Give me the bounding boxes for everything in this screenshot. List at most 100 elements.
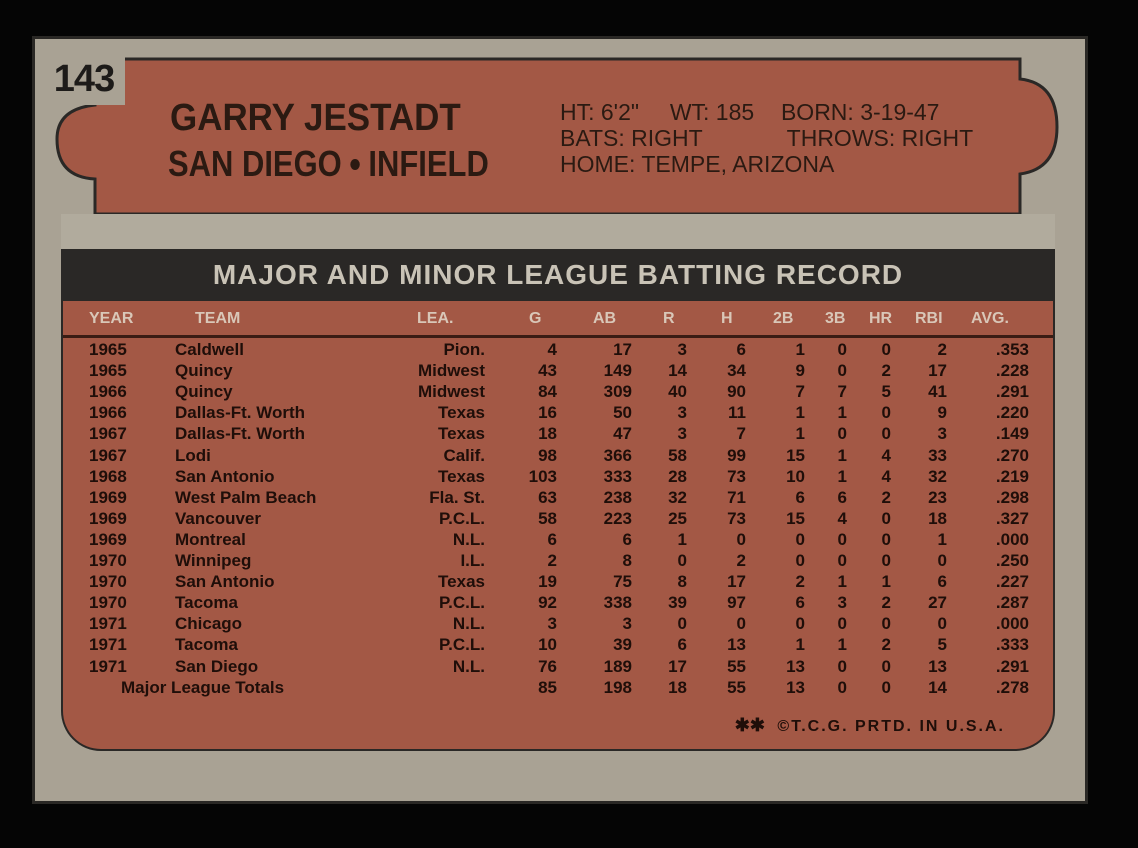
table-cell: .000 <box>995 614 1029 634</box>
table-cell: 1967 <box>89 424 127 444</box>
table-cell: 1971 <box>89 635 127 655</box>
table-cell: 55 <box>727 656 746 676</box>
table-cell: 3 <box>622 614 632 634</box>
table-cell: 18 <box>928 508 947 528</box>
table-cell: Chicago <box>175 614 243 634</box>
table-cell: 366 <box>603 445 632 465</box>
column-header: 3B <box>825 310 846 327</box>
totals-label: Major League Totals <box>121 677 285 697</box>
table-cell: 0 <box>881 656 891 676</box>
table-cell: 0 <box>881 551 891 570</box>
table-cell: .353 <box>995 340 1029 359</box>
column-header: AB <box>593 310 617 327</box>
table-cell: .287 <box>995 593 1029 613</box>
column-header: HR <box>869 310 893 327</box>
table-cell: 4 <box>547 340 557 359</box>
baseball-card-back: 143 GARRY JESTADT SAN DIEGO INFIELD HT: … <box>32 36 1088 804</box>
table-cell: Texas <box>438 403 485 423</box>
table-cell: 223 <box>603 508 632 528</box>
table-cell: Texas <box>438 424 485 444</box>
table-cell: Pion. <box>443 340 485 359</box>
table-cell: 47 <box>613 424 632 444</box>
table-cell: 63 <box>538 487 557 507</box>
table-cell: 1 <box>937 529 947 549</box>
table-cell: 32 <box>668 487 687 507</box>
table-cell: 0 <box>881 424 891 444</box>
table-cell: 1 <box>795 340 805 359</box>
table-cell: 17 <box>727 572 746 592</box>
table-cell: 2 <box>736 551 746 570</box>
table-cell: 25 <box>668 508 687 528</box>
bio-height: HT: 6'2" <box>560 99 640 125</box>
table-cell: 73 <box>727 466 746 486</box>
table-row: 1971 Tacoma P.C.L. 10 39 6 13 1 1 2 5 .333 <box>35 634 1085 655</box>
table-cell: Winnipeg <box>175 551 252 570</box>
table-cell: 4 <box>881 445 891 465</box>
table-cell: 43 <box>538 361 557 381</box>
table-row: 1967 Lodi Calif. 98 366 58 99 15 1 4 33 .270 <box>35 445 1085 466</box>
table-cell: West Palm Beach <box>175 487 317 507</box>
table-row: 1970 Winnipeg I.L. 2 8 0 2 0 0 0 0 .250 <box>35 550 1085 571</box>
table-cell: 58 <box>668 445 687 465</box>
table-cell: 1 <box>837 466 847 486</box>
table-cell: .219 <box>995 466 1029 486</box>
table-cell: 309 <box>603 382 632 402</box>
table-cell: 0 <box>677 551 687 570</box>
table-cell: 6 <box>677 635 687 655</box>
player-name: GARRY JESTADT <box>170 97 461 139</box>
table-cell: 55 <box>727 677 746 697</box>
table-cell: 0 <box>881 529 891 549</box>
table-cell: 58 <box>538 508 557 528</box>
header-banner <box>55 57 1059 216</box>
table-cell: 1967 <box>89 445 127 465</box>
table-cell: 39 <box>613 635 632 655</box>
column-header: R <box>663 310 675 327</box>
table-cell: .327 <box>995 508 1029 528</box>
table-cell: 0 <box>795 529 805 549</box>
table-cell: Dallas-Ft. Worth <box>175 403 306 423</box>
table-cell: 6 <box>622 529 632 549</box>
table-cell: 6 <box>837 487 847 507</box>
table-cell: 2 <box>881 487 891 507</box>
table-cell: 1970 <box>89 551 127 570</box>
table-row: 1969 Montreal N.L. 6 6 1 0 0 0 0 1 .000 <box>35 529 1085 550</box>
table-row: 1970 Tacoma P.C.L. 92 338 39 97 6 3 2 27 .287 <box>35 592 1085 613</box>
table-cell: 40 <box>668 382 687 402</box>
table-cell: 5 <box>937 635 947 655</box>
table-cell: 10 <box>786 466 805 486</box>
table-cell: 14 <box>928 677 947 697</box>
table-cell: .149 <box>995 424 1029 444</box>
table-cell: 0 <box>736 614 746 634</box>
table-cell: 1971 <box>89 656 127 676</box>
column-header: LEA. <box>417 310 454 327</box>
table-cell: 23 <box>928 487 947 507</box>
table-cell: .000 <box>995 529 1029 549</box>
table-cell: 99 <box>727 445 746 465</box>
table-cell: 1 <box>795 635 805 655</box>
table-cell: 50 <box>613 403 632 423</box>
table-cell: 189 <box>603 656 632 676</box>
table-cell: 6 <box>547 529 557 549</box>
table-cell: 15 <box>786 445 805 465</box>
table-cell: 1969 <box>89 508 127 528</box>
bio-weight: WT: 185 <box>669 99 755 125</box>
table-cell: 0 <box>881 614 891 634</box>
table-cell: 1969 <box>89 487 127 507</box>
stats-panel <box>61 301 1055 751</box>
table-cell: 3 <box>837 593 847 613</box>
table-cell: 33 <box>928 445 947 465</box>
bullet-dot-icon <box>350 158 360 170</box>
table-cell: 2 <box>881 635 891 655</box>
table-cell: 2 <box>795 572 805 592</box>
table-cell: 10 <box>538 635 557 655</box>
table-cell: 1 <box>837 572 847 592</box>
bio-throws: THROWS: RIGHT <box>786 125 974 151</box>
table-cell: San Antonio <box>175 466 275 486</box>
table-row: 1971 Chicago N.L. 3 3 0 0 0 0 0 0 .000 <box>35 613 1085 634</box>
bio-row-1: HT: 6'2" WT: 185 BORN: 3-19-47 <box>560 99 939 126</box>
table-row: 1968 San Antonio Texas 103 333 28 73 10 1 4 32 .219 <box>35 466 1085 487</box>
table-cell: 7 <box>795 382 805 402</box>
table-cell: 5 <box>881 382 891 402</box>
table-cell: 0 <box>937 551 947 570</box>
table-cell: 97 <box>727 593 746 613</box>
